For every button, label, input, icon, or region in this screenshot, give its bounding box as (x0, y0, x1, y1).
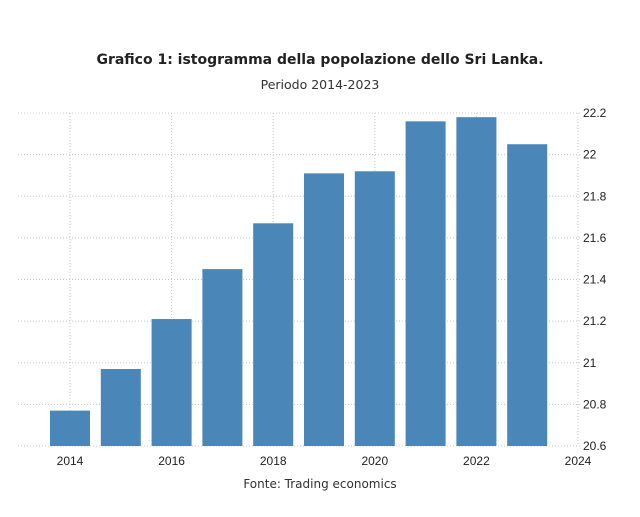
bar-2019 (304, 173, 344, 446)
bar-2015 (100, 368, 141, 446)
bar-2023 (507, 144, 548, 446)
y-tick-label: 20.6 (583, 439, 607, 453)
chart-subtitle: Periodo 2014-2023 (260, 77, 380, 92)
y-tick-label: 22.2 (583, 106, 607, 120)
bar-2021 (405, 121, 446, 446)
y-tick-label: 22 (583, 148, 597, 162)
y-tick-label: 21.6 (583, 231, 607, 245)
chart-source: Fonte: Trading economics (243, 477, 397, 491)
y-tick-label: 20.8 (583, 397, 607, 411)
bar-2014 (50, 410, 90, 446)
x-tick-label: 2022 (463, 454, 490, 468)
x-tick-label: 2024 (565, 454, 592, 468)
y-tick-label: 21.4 (583, 273, 607, 287)
y-tick-label: 21.2 (583, 314, 607, 328)
bar-2017 (202, 269, 243, 446)
x-tick-label: 2016 (158, 454, 185, 468)
bar-2016 (151, 319, 192, 446)
bar-2018 (253, 223, 294, 446)
chart-title: Grafico 1: istogramma della popolazione … (96, 52, 544, 68)
y-tick-label: 21 (583, 356, 597, 370)
x-tick-label: 2020 (361, 454, 388, 468)
bar-2022 (456, 117, 497, 446)
x-tick-label: 2014 (57, 454, 84, 468)
bar-2020 (354, 171, 395, 446)
y-tick-label: 21.8 (583, 189, 607, 203)
x-tick-label: 2018 (260, 454, 287, 468)
